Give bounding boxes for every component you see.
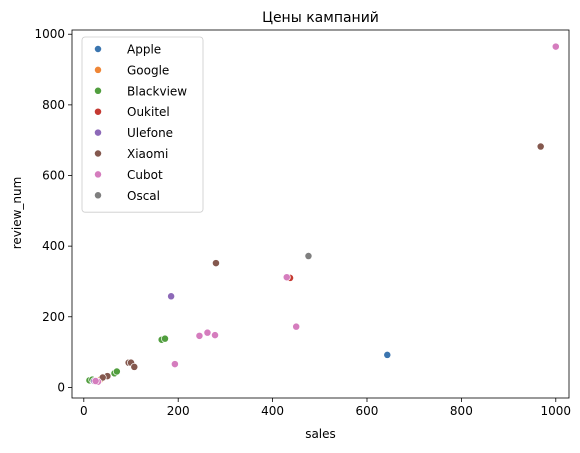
point-cubot-3: [203, 328, 212, 337]
point-cubot-1: [282, 273, 291, 282]
point-ulefone-0: [167, 292, 176, 301]
point-cubot-5: [195, 331, 204, 340]
y-tick-label: 800: [42, 98, 65, 112]
legend-label-xiaomi: Xiaomi: [127, 147, 168, 161]
x-tick-label: 400: [261, 404, 284, 418]
y-tick-label: 400: [42, 239, 65, 253]
x-axis-label: sales: [305, 427, 336, 441]
legend-label-blackview: Blackview: [127, 84, 187, 98]
y-tick-label: 200: [42, 310, 65, 324]
point-xiaomi-4: [130, 362, 139, 371]
x-tick-label: 800: [450, 404, 473, 418]
y-tick-label: 0: [57, 380, 65, 394]
legend-label-google: Google: [127, 63, 169, 77]
legend-marker-oscal: [94, 191, 102, 200]
legend-marker-cubot: [94, 170, 102, 179]
axes-frame: [71, 29, 570, 399]
y-axis-label: review_num: [10, 177, 24, 250]
x-tick-label: 0: [80, 404, 88, 418]
legend-marker-ulefone: [94, 128, 102, 137]
point-xiaomi-0: [536, 142, 545, 151]
legend-box: [81, 36, 204, 213]
point-xiaomi-1: [212, 259, 220, 268]
legend-label-oukitel: Oukitel: [127, 105, 170, 119]
legend-marker-xiaomi: [94, 149, 102, 158]
chart-title: Цены кампаний: [262, 10, 379, 26]
point-apple-0: [383, 350, 392, 359]
point-cubot-4: [211, 331, 219, 340]
point-cubot-6: [170, 360, 179, 369]
x-tick-label: 600: [356, 404, 379, 418]
y-tick-label: 1000: [34, 27, 65, 41]
legend-marker-google: [94, 65, 102, 74]
y-tick-label: 600: [42, 169, 65, 183]
point-cubot-2: [292, 322, 301, 331]
point-blackview-3: [112, 367, 121, 376]
x-tick-label: 200: [167, 404, 190, 418]
plot-area: 0 200 400 600 800 1000 0 200 400 600 800 1000: [34, 27, 571, 418]
legend-marker-oukitel: [94, 107, 102, 116]
legend-label-cubot: Cubot: [127, 168, 163, 182]
legend-marker-blackview: [94, 86, 102, 95]
point-oscal-0: [304, 252, 313, 260]
legend-label-ulefone: Ulefone: [127, 126, 173, 140]
legend-label-apple: Apple: [127, 43, 161, 57]
point-blackview-5: [161, 334, 169, 343]
legend: Apple Google Blackview Oukitel Ulefone Xiaomi…: [81, 36, 204, 213]
point-cubot-0: [551, 42, 560, 51]
x-tick-label: 1000: [541, 404, 572, 418]
point-cubot-8: [91, 377, 100, 385]
legend-label-oscal: Oscal: [127, 189, 160, 203]
legend-marker-apple: [94, 45, 102, 53]
